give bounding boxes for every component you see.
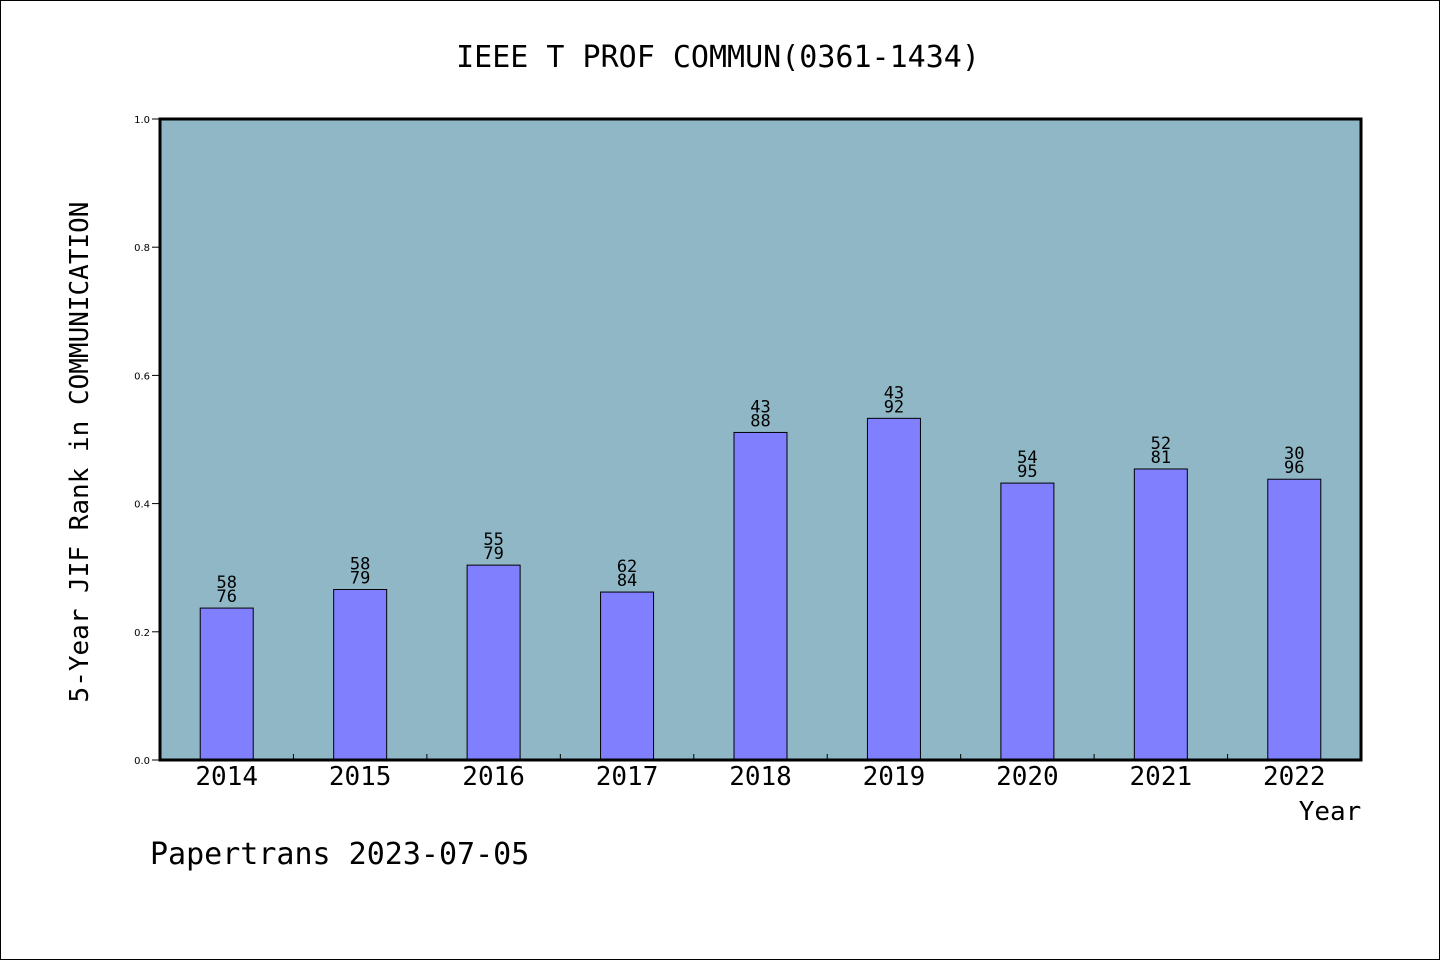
bar-label-top-2020: 54 (1017, 448, 1037, 468)
x-tick-label-2014: 2014 (195, 762, 258, 792)
y-tick-label: 0.2 (134, 628, 150, 639)
x-tick-label-2018: 2018 (729, 762, 792, 792)
x-tick-label-2022: 2022 (1263, 762, 1326, 792)
bar-2014 (199, 607, 254, 761)
bar-label-bottom-2016: 79 (483, 544, 503, 564)
bar-label-top-2015: 58 (350, 554, 370, 574)
bar-2017 (600, 591, 655, 761)
x-axis-title: Year (1299, 797, 1362, 827)
bar-label-bottom-2022: 96 (1284, 458, 1304, 478)
bar-2018 (733, 431, 788, 761)
y-tick-label: 0.6 (134, 371, 150, 382)
plot-border (158, 117, 1363, 762)
bar-2022 (1267, 478, 1322, 761)
bar-label-top-2018: 43 (750, 397, 770, 417)
x-tick-label-2017: 2017 (596, 762, 659, 792)
x-tick-label-2015: 2015 (329, 762, 392, 792)
bar-2019 (866, 417, 921, 761)
bar-label-bottom-2018: 88 (750, 411, 770, 431)
x-tick-label-2019: 2019 (863, 762, 926, 792)
bar-label-top-2016: 55 (483, 530, 503, 550)
bar-2015 (333, 588, 388, 761)
bar-2020 (1000, 482, 1055, 761)
y-tick-label: 0.0 (134, 756, 150, 767)
bar-2021 (1133, 468, 1188, 761)
y-axis-title: 5-Year JIF Rank in COMMUNICATION (65, 202, 95, 703)
bar-label-top-2022: 30 (1284, 444, 1304, 464)
bar-label-top-2021: 52 (1151, 434, 1171, 454)
bar-label-bottom-2015: 79 (350, 568, 370, 588)
bar-label-top-2014: 58 (216, 573, 236, 593)
bar-2016 (466, 564, 521, 761)
bar-label-top-2017: 62 (617, 557, 637, 577)
bar-label-bottom-2020: 95 (1017, 462, 1037, 482)
y-axis: 0.0 0.2 0.4 0.6 0.8 1.0 (134, 115, 160, 767)
bar-label-bottom-2021: 81 (1151, 448, 1171, 468)
footer-credit: Papertrans 2023-07-05 (150, 837, 529, 872)
chart-title: IEEE T PROF COMMUN(0361-1434) (456, 40, 980, 75)
x-tick-label-2021: 2021 (1130, 762, 1193, 792)
bar-label-bottom-2014: 76 (216, 587, 236, 607)
y-tick-label: 0.4 (134, 500, 150, 511)
y-tick-label: 1.0 (134, 115, 150, 126)
y-tick-label: 0.8 (134, 243, 150, 254)
bars-group (199, 417, 1322, 761)
bar-label-top-2019: 43 (884, 383, 904, 403)
x-tick-label-2020: 2020 (996, 762, 1059, 792)
x-tick-label-2016: 2016 (462, 762, 525, 792)
bar-label-bottom-2019: 92 (884, 397, 904, 417)
x-axis: 2014 2015 2016 2017 2018 2019 2020 2021 2022 (195, 754, 1326, 792)
bar-label-bottom-2017: 84 (617, 571, 637, 591)
